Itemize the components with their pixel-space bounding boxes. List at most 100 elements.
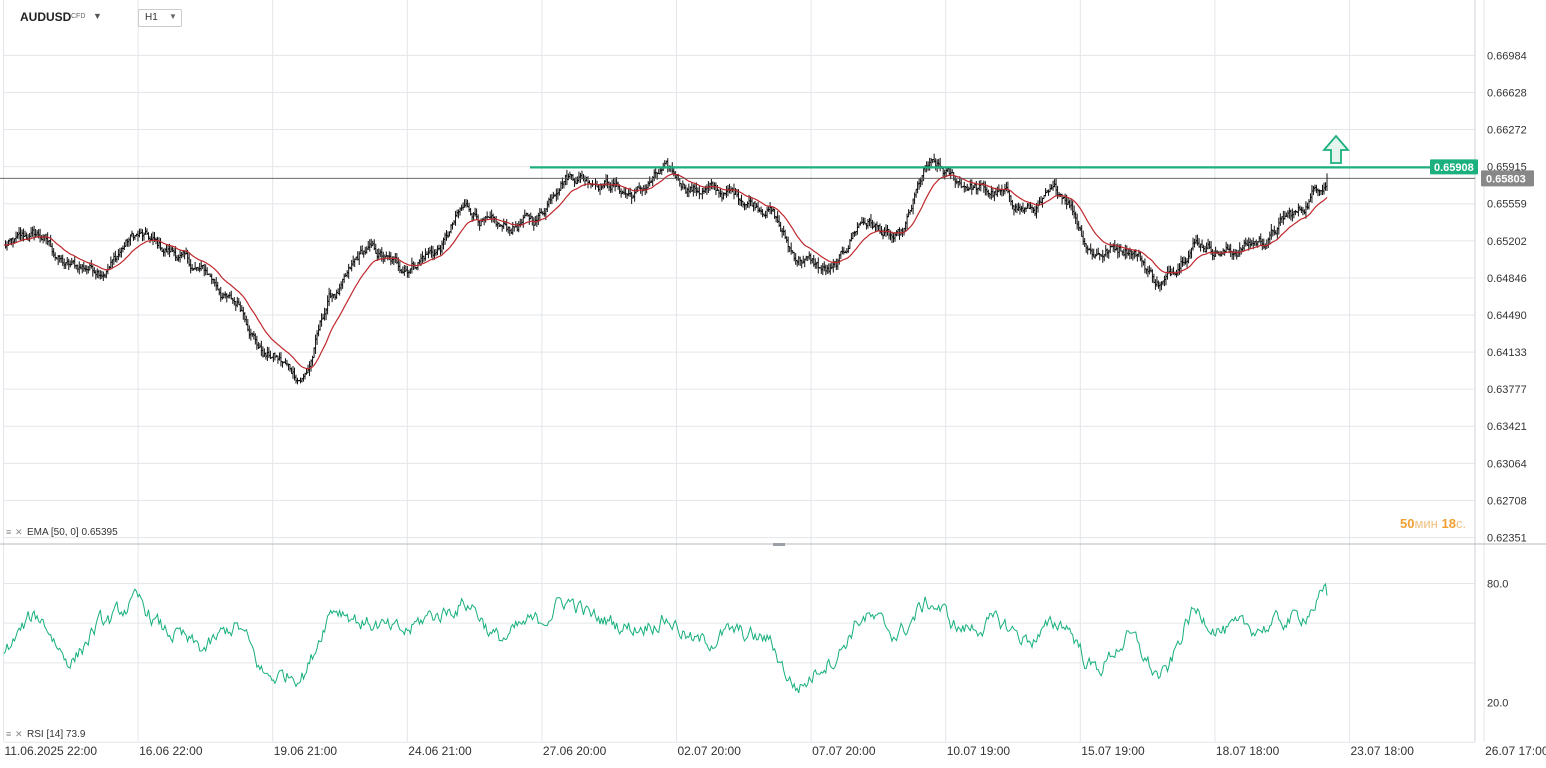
ohlc-bar [243,312,247,323]
ohlc-bar [330,293,334,303]
ohlc-bar [919,177,923,188]
ohlc-bar [637,182,641,189]
ohlc-bar [871,219,874,230]
close-icon[interactable]: ✕ [15,527,23,537]
time-axis[interactable]: 11.06.2025 22:00 16.06 22:00 19.06 21:00 24… [5,744,1546,758]
ohlc-bar [780,227,784,238]
symbol-selector[interactable]: AUDUSD [20,10,72,24]
ohlc-bar [1077,220,1081,231]
menu-icon[interactable]: ≡ [6,729,12,739]
ohlc-bar [693,182,697,193]
ohlc-bar [1053,179,1056,188]
ohlc-bar [920,175,924,186]
timer-minutes-unit: мин [1414,516,1438,531]
ohlc-bar [378,249,382,258]
chevron-down-icon[interactable]: ▼ [93,11,102,21]
ohlc-bar [52,248,56,258]
ohlc-bar [758,207,761,213]
time-tick-label: 18.07 18:00 [1216,744,1280,758]
ohlc-bar [365,246,369,254]
ohlc-bar [1093,253,1097,259]
ohlc-bar [357,251,361,266]
ohlc-bar [527,213,531,225]
ohlc-bar [1303,209,1306,215]
price-tick-label: 0.66628 [1487,87,1527,99]
ohlc-bar [913,192,916,205]
ohlc-bar [911,198,915,215]
ohlc-bar [1024,206,1028,213]
ohlc-bar [485,211,489,220]
ohlc-bar [691,184,695,197]
ohlc-bar [938,157,942,172]
ohlc-bar [962,181,966,193]
ohlc-bar [1208,240,1212,250]
ohlc-bar [821,263,825,276]
resistance-level-layer[interactable] [0,134,1475,179]
ohlc-bar [1307,199,1311,210]
ohlc-bar [573,178,576,187]
ohlc-bar [210,273,214,285]
ohlc-bar [451,222,454,230]
ohlc-bar [1316,188,1320,197]
close-icon[interactable]: ✕ [15,729,23,739]
ohlc-bar [329,289,333,299]
ohlc-bar [68,260,72,268]
ohlc-bar [237,297,241,306]
ohlc-bar [849,232,853,242]
time-tick-label: 23.07 18:00 [1351,744,1415,758]
ohlc-bar [448,231,451,237]
ohlc-bar [1319,190,1323,196]
ohlc-bar [1108,242,1112,254]
ohlc-bar [151,231,155,246]
ohlc-bar [418,259,421,265]
ohlc-bar [1164,273,1168,286]
ohlc-bar [265,346,269,361]
price-axis[interactable]: 0.669840.666280.662720.659150.655590.652… [1487,50,1527,709]
ohlc-bar [1143,258,1147,274]
ohlc-bar [25,232,28,240]
ohlc-bar [1268,231,1272,245]
ohlc-bar [1310,185,1314,203]
ohlc-bar [837,254,841,265]
ohlc-bar [1244,237,1248,247]
ohlc-bar [110,259,114,268]
ohlc-bar [728,183,731,194]
ohlc-bar [750,197,754,207]
price-tick-label: 0.64133 [1487,347,1527,359]
ohlc-bar [5,241,9,251]
ohlc-bar [1000,184,1004,197]
ohlc-bar [1325,173,1329,191]
ohlc-bar [193,261,197,271]
ohlc-bar [886,224,889,236]
ohlc-bar [579,172,582,183]
ema-indicator-label[interactable]: ≡ ✕ EMA [50, 0] 0.65395 [6,527,118,538]
price-tick-label: 0.63777 [1487,384,1527,396]
ohlc-bar [1072,205,1076,219]
ohlc-bar [1290,208,1294,222]
rsi-indicator-label[interactable]: ≡ ✕ RSI [14] 73.9 [6,729,85,740]
ohlc-bar [183,250,187,260]
ohlc-bar [545,200,549,213]
resize-handle[interactable] [773,543,785,546]
ohlc-bar [916,181,920,194]
ohlc-bar [952,172,956,181]
ohlc-bar [150,233,153,242]
timeframe-selector[interactable]: H1 ▼ [138,9,182,27]
ohlc-bar [1011,200,1014,210]
ohlc-bar [1125,245,1129,259]
time-tick-label: 26.07 17:00 [1485,744,1546,758]
menu-icon[interactable]: ≡ [6,527,12,537]
ohlc-bar [1054,178,1058,197]
ohlc-bar [381,251,385,264]
ohlc-bar [1205,242,1208,253]
ohlc-bar [305,368,308,375]
ohlc-bar [612,177,615,188]
ohlc-bar [887,228,891,240]
up-arrow-icon[interactable] [1322,134,1350,164]
ohlc-bar [827,263,831,274]
ohlc-bar [281,360,284,368]
ohlc-bar [1119,244,1123,252]
ohlc-bar [753,200,757,211]
price-tick-label: 0.64846 [1487,273,1527,285]
